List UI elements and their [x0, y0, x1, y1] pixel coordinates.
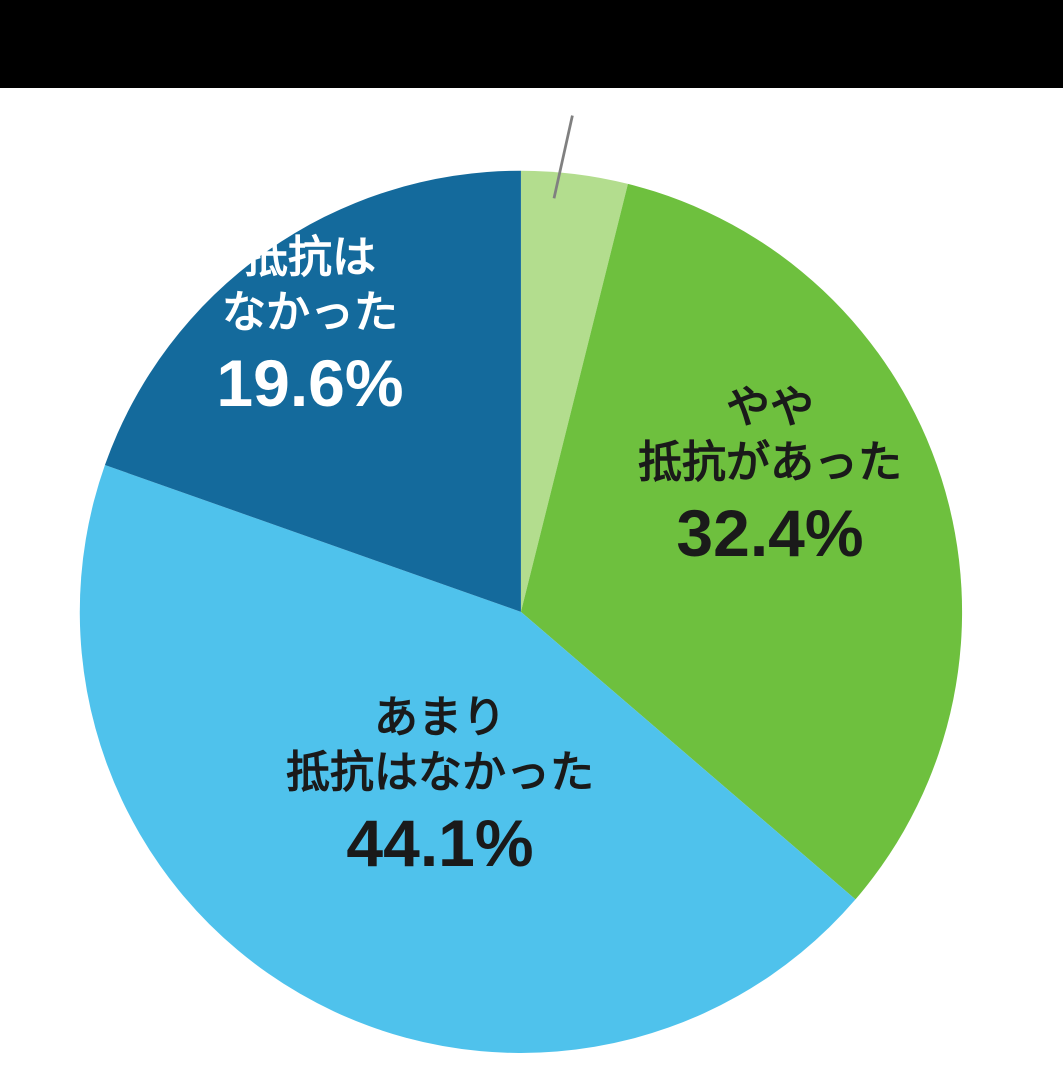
top-band	[0, 0, 1063, 88]
pie-svg	[0, 88, 1063, 1087]
pie-chart: やや抵抗があった32.4%あまり抵抗はなかった44.1%抵抗はなかった19.6%	[0, 88, 1063, 1087]
